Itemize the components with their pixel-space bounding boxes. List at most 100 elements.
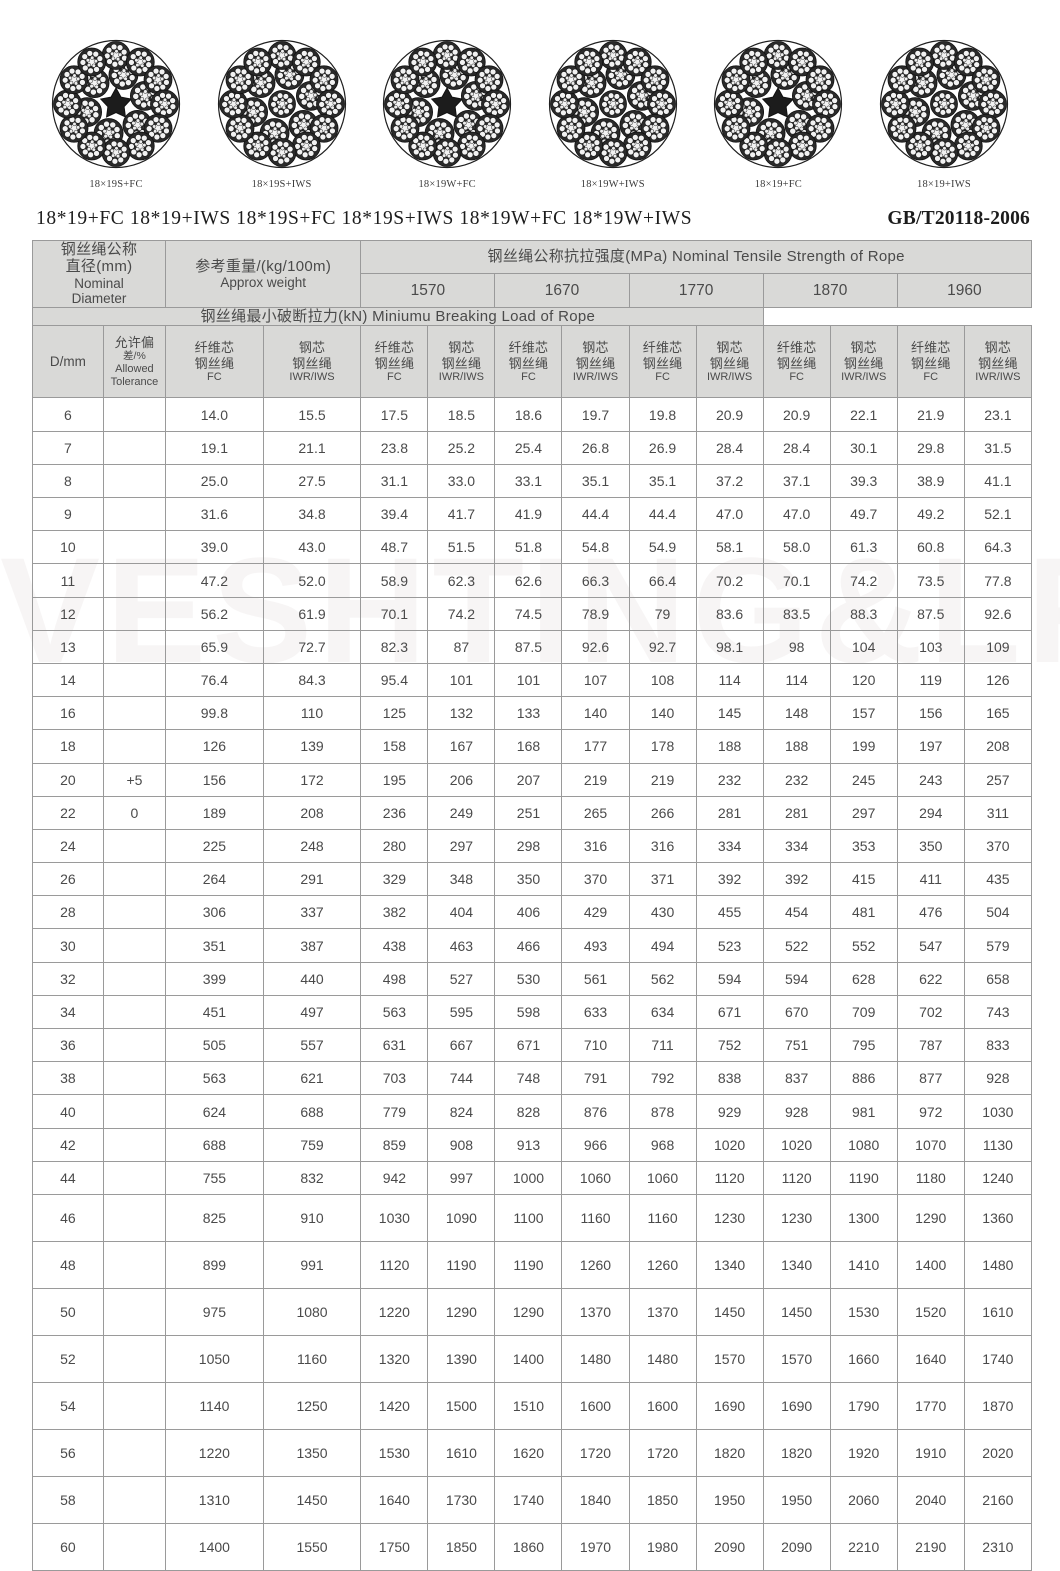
th-core-en: IWR/IWS xyxy=(572,370,619,383)
cell-breaking-load-iwr: 1840 xyxy=(561,1475,630,1524)
table-row: 52 1050 1160 1320 1390 1400 1480 1480 1570 1570 16… xyxy=(32,1334,1033,1383)
cell-weight-iwr: 34.8 xyxy=(262,497,362,532)
cell-nominal-diameter: 13 xyxy=(32,629,104,664)
table-row: 13 65.9 72.7 82.3 87 87.5 92.6 92.7 98.1 98 104 103… xyxy=(32,629,1033,664)
cell-breaking-load-fc: 2190 xyxy=(896,1522,965,1571)
cell-weight-iwr: 1350 xyxy=(262,1428,362,1477)
cell-breaking-load-iwr: 2310 xyxy=(963,1522,1033,1571)
cell-breaking-load-fc: 49.2 xyxy=(896,497,965,532)
cell-breaking-load-iwr: 78.9 xyxy=(561,596,630,631)
cell-weight-fc: 31.6 xyxy=(165,497,264,532)
cell-nominal-diameter: 52 xyxy=(32,1334,104,1383)
th-core-en: FC xyxy=(923,370,939,383)
cell-breaking-load-iwr: 1340 xyxy=(695,1240,764,1289)
cell-breaking-load-fc: 711 xyxy=(628,1028,697,1063)
cell-breaking-load-fc: 195 xyxy=(360,762,429,797)
cell-breaking-load-fc: 2040 xyxy=(896,1475,965,1524)
cell-breaking-load-fc: 108 xyxy=(628,662,697,698)
table-row: 24 225 248 280 297 298 316 316 334 334 353 350 370 xyxy=(32,828,1033,864)
cell-breaking-load-fc: 751 xyxy=(762,1028,831,1063)
cell-weight-fc: 688 xyxy=(165,1127,264,1162)
cell-breaking-load-fc: 20.9 xyxy=(762,397,831,432)
cell-breaking-load-fc: 39.4 xyxy=(360,497,429,532)
cell-weight-fc: 1140 xyxy=(165,1381,264,1430)
cell-breaking-load-iwr: 37.2 xyxy=(695,463,764,499)
cell-breaking-load-iwr: 876 xyxy=(561,1094,630,1129)
cell-weight-iwr: 208 xyxy=(262,795,362,830)
th-tol-cn2: 差/% xyxy=(123,350,146,363)
cell-breaking-load-fc: 430 xyxy=(628,895,697,930)
th-core-cn2: 钢丝绳 xyxy=(508,355,549,371)
cell-weight-iwr: 1550 xyxy=(262,1522,362,1571)
th-core-cn2: 钢丝绳 xyxy=(374,355,415,371)
head-row-3-breaking: 钢丝绳最小破断拉力(kN) Miniumu Breaking Load of R… xyxy=(32,307,1032,327)
cell-breaking-load-iwr: 709 xyxy=(829,994,898,1030)
cell-breaking-load-fc: 29.8 xyxy=(896,430,965,465)
table-row: 48 899 991 1120 1190 1190 1260 1260 1340 1340 1410… xyxy=(32,1240,1033,1289)
cell-weight-iwr: 110 xyxy=(262,696,362,731)
cell-breaking-load-fc: 62.6 xyxy=(494,563,563,598)
cell-allowed-tolerance xyxy=(102,1160,167,1195)
cell-breaking-load-iwr: 392 xyxy=(695,862,764,897)
th-breaking-fc-1770: 纤维芯 钢丝绳 FC xyxy=(628,325,697,399)
cell-weight-fc: 975 xyxy=(165,1287,264,1336)
cell-weight-iwr: 910 xyxy=(262,1193,362,1242)
cell-breaking-load-fc: 58.9 xyxy=(360,563,429,598)
cell-breaking-load-iwr: 249 xyxy=(427,795,496,830)
cell-breaking-load-fc: 31.1 xyxy=(360,463,429,499)
cell-weight-fc: 14.0 xyxy=(165,397,264,432)
cell-allowed-tolerance xyxy=(102,1334,167,1383)
cell-breaking-load-iwr: 1090 xyxy=(427,1193,496,1242)
cell-breaking-load-iwr: 1230 xyxy=(695,1193,764,1242)
th-core-cn2: 钢丝绳 xyxy=(843,355,884,371)
table-row: 44 755 832 942 997 1000 1060 1060 1120 1120 1190 11… xyxy=(32,1160,1033,1195)
cell-breaking-load-iwr: 455 xyxy=(695,895,764,930)
cell-breaking-load-fc: 66.4 xyxy=(628,563,697,598)
table-row: 16 99.8 110 125 132 133 140 140 145 148 157 156 165 xyxy=(32,696,1033,731)
cell-nominal-diameter: 6 xyxy=(32,397,104,432)
cell-breaking-load-iwr: 61.3 xyxy=(829,530,898,565)
th-core-cn1: 纤维芯 xyxy=(508,340,549,356)
cell-breaking-load-iwr: 232 xyxy=(695,762,764,797)
cell-breaking-load-fc: 83.5 xyxy=(762,596,831,631)
cell-breaking-load-iwr: 929 xyxy=(695,1094,764,1129)
cell-breaking-load-iwr: 744 xyxy=(427,1061,496,1096)
cell-weight-iwr: 688 xyxy=(262,1094,362,1129)
cell-breaking-load-fc: 1690 xyxy=(762,1381,831,1430)
cell-breaking-load-iwr: 1500 xyxy=(427,1381,496,1430)
table-row: 18 126 139 158 167 168 177 178 188 188 199 197 208 xyxy=(32,729,1033,764)
cell-breaking-load-fc: 748 xyxy=(494,1061,563,1096)
th-core-cn2: 钢丝绳 xyxy=(709,355,750,371)
cell-weight-fc: 39.0 xyxy=(165,530,264,565)
cell-breaking-load-iwr: 1300 xyxy=(829,1193,898,1242)
cell-allowed-tolerance xyxy=(102,1475,167,1524)
cell-breaking-load-iwr: 83.6 xyxy=(695,596,764,631)
cell-breaking-load-iwr: 493 xyxy=(561,928,630,963)
rope-cross-section-icon xyxy=(879,39,1009,169)
cell-breaking-load-iwr: 208 xyxy=(963,729,1033,764)
cell-weight-fc: 563 xyxy=(165,1061,264,1096)
cell-breaking-load-fc: 236 xyxy=(360,795,429,830)
cell-breaking-load-fc: 562 xyxy=(628,961,697,996)
cell-nominal-diameter: 38 xyxy=(32,1061,104,1096)
cell-breaking-load-fc: 371 xyxy=(628,862,697,897)
cell-allowed-tolerance xyxy=(102,895,167,930)
cell-breaking-load-iwr: 19.7 xyxy=(561,397,630,432)
cell-breaking-load-fc: 158 xyxy=(360,729,429,764)
cell-breaking-load-iwr: 370 xyxy=(561,862,630,897)
cell-breaking-load-iwr: 628 xyxy=(829,961,898,996)
cell-nominal-diameter: 28 xyxy=(32,895,104,930)
th-weight-cn: 参考重量/(kg/100m) xyxy=(195,257,332,275)
cell-breaking-load-fc: 1230 xyxy=(762,1193,831,1242)
th-core-cn1: 纤维芯 xyxy=(642,340,683,356)
cell-weight-fc: 1220 xyxy=(165,1428,264,1477)
cell-breaking-load-fc: 266 xyxy=(628,795,697,830)
cell-breaking-load-iwr: 1600 xyxy=(561,1381,630,1430)
th-core-en: IWR/IWS xyxy=(438,370,485,383)
cell-breaking-load-fc: 280 xyxy=(360,828,429,864)
cell-weight-iwr: 1160 xyxy=(262,1334,362,1383)
cell-nominal-diameter: 30 xyxy=(32,928,104,963)
cell-breaking-load-fc: 28.4 xyxy=(762,430,831,465)
table-body: 6 14.0 15.5 17.5 18.5 18.6 19.7 19.8 20.9 20.9 22.… xyxy=(32,397,1033,1571)
cell-breaking-load-iwr: 98.1 xyxy=(695,629,764,664)
